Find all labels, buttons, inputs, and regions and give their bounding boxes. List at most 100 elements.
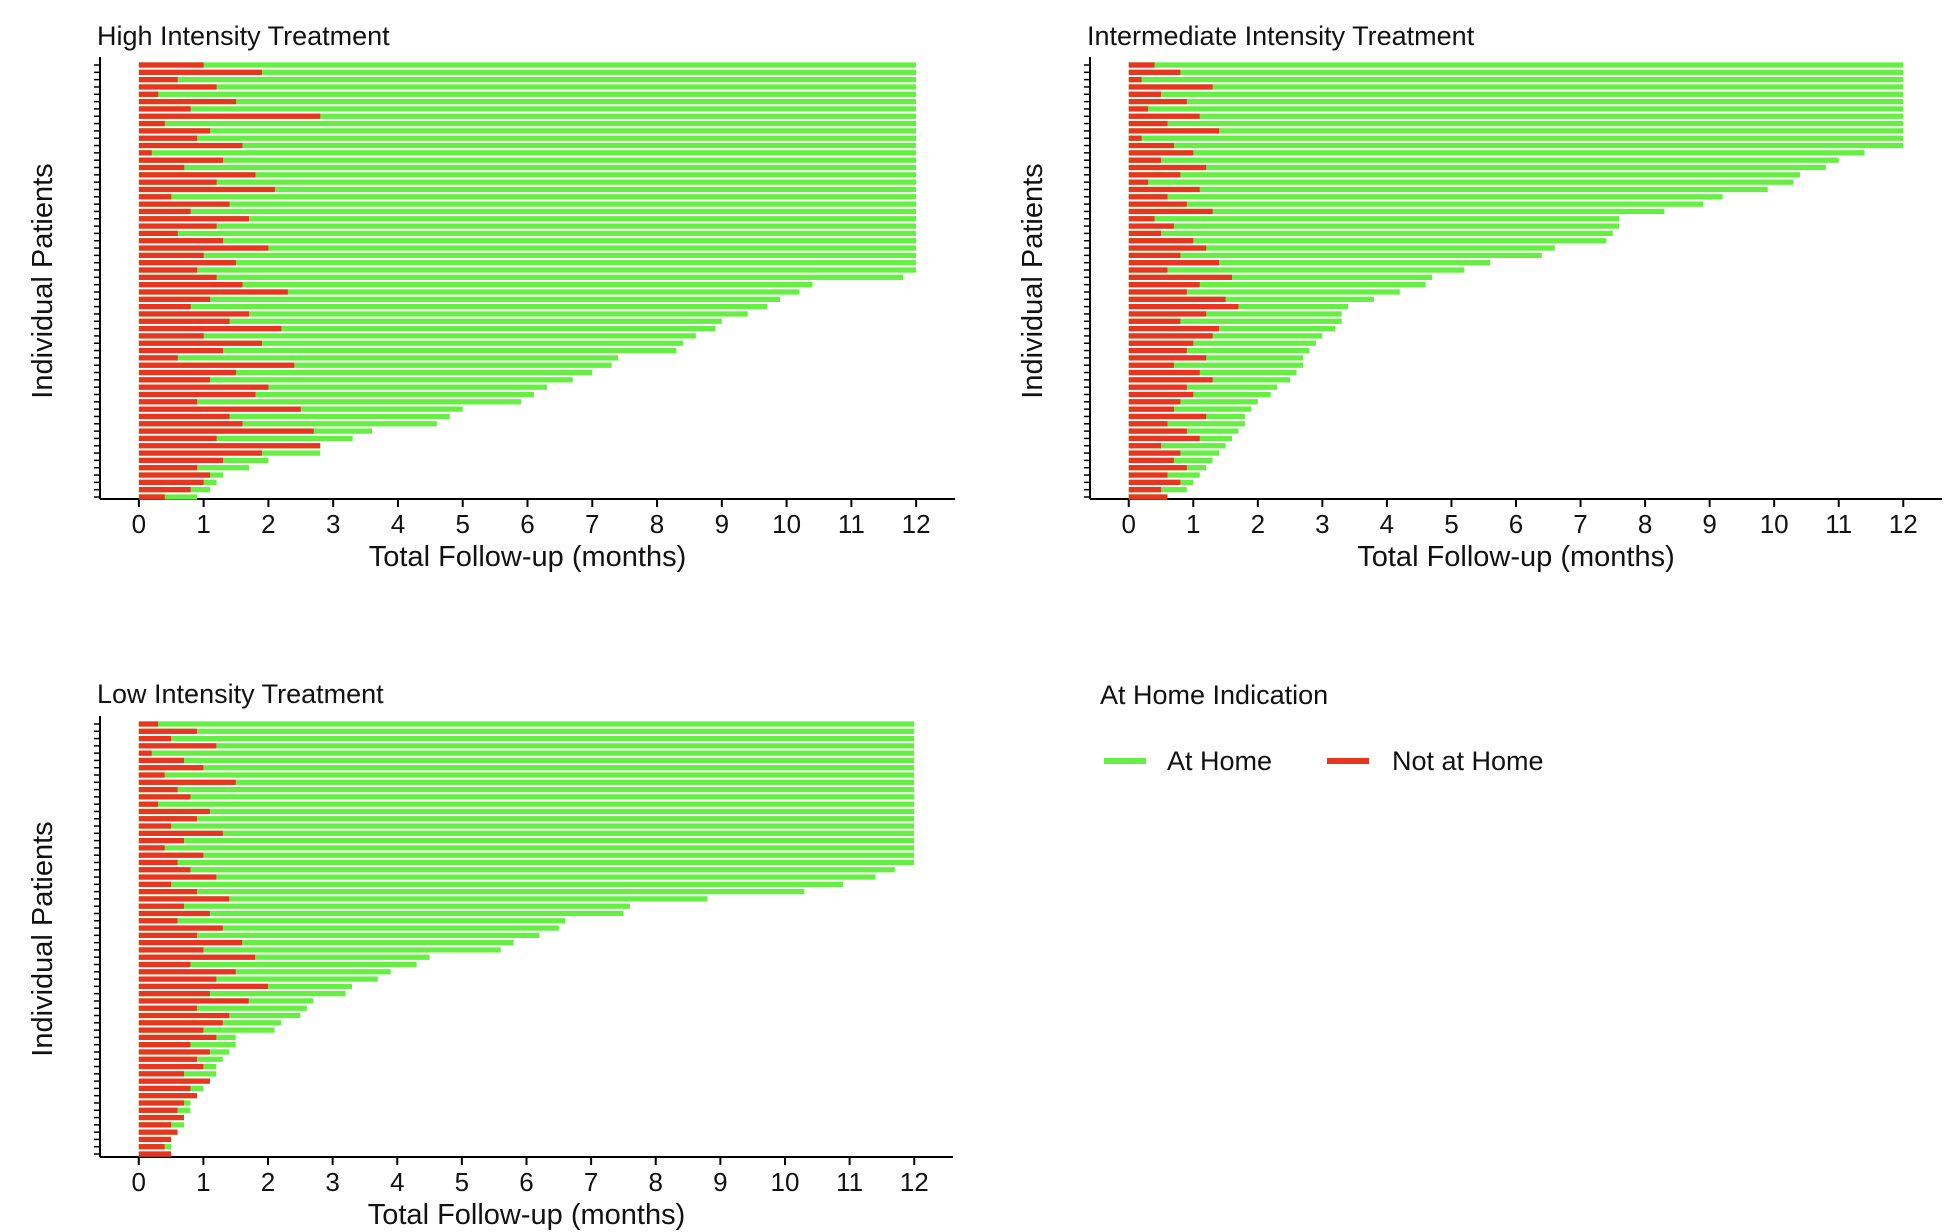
not-at-home-bar — [138, 1027, 204, 1033]
not-at-home-bar — [1128, 296, 1226, 302]
at-home-bar — [138, 735, 915, 742]
at-home-bar — [138, 932, 540, 938]
not-at-home-bar — [138, 721, 159, 727]
at-home-bar — [138, 128, 917, 134]
x-tick-label: 3 — [325, 1167, 339, 1197]
x-tick-label: 0 — [132, 509, 146, 539]
not-at-home-bar — [138, 62, 204, 68]
not-at-home-bar — [1128, 472, 1168, 478]
at-home-bar — [138, 98, 917, 105]
not-at-home-bar — [138, 377, 211, 383]
not-at-home-bar — [1128, 406, 1174, 412]
not-at-home-bar — [138, 113, 321, 119]
not-at-home-bar — [1128, 487, 1161, 493]
at-home-bar — [138, 837, 915, 844]
chart-title: High Intensity Treatment — [97, 21, 390, 51]
at-home-bar — [1128, 325, 1336, 332]
not-at-home-bar — [138, 779, 236, 785]
at-home-bar — [138, 142, 917, 149]
not-at-home-bar — [138, 896, 230, 902]
at-home-bar — [1128, 245, 1555, 251]
at-home-bar — [138, 238, 917, 244]
at-home-bar — [138, 435, 353, 442]
at-home-bar — [138, 179, 917, 185]
not-at-home-bar — [138, 157, 224, 163]
at-home-bar — [1128, 282, 1426, 288]
x-tick-label: 4 — [391, 509, 405, 539]
not-at-home-bar — [1128, 150, 1194, 156]
at-home-bar — [138, 157, 917, 163]
x-axis-label: Total Follow-up (months) — [1357, 541, 1675, 573]
at-home-bar — [1128, 289, 1400, 295]
not-at-home-bar — [1128, 238, 1194, 244]
not-at-home-bar — [1128, 443, 1161, 449]
not-at-home-bar — [1128, 106, 1149, 112]
at-home-bar — [138, 816, 915, 822]
not-at-home-bar — [138, 1049, 210, 1055]
not-at-home-bar — [138, 874, 217, 880]
not-at-home-bar — [138, 1056, 197, 1062]
at-home-bar — [1128, 391, 1271, 398]
at-home-bar — [138, 918, 566, 924]
not-at-home-bar — [138, 230, 178, 237]
not-at-home-bar — [1128, 435, 1200, 442]
x-tick-label: 9 — [1702, 509, 1716, 539]
not-at-home-bar — [138, 991, 210, 997]
at-home-bar — [138, 743, 915, 749]
not-at-home-bar — [138, 837, 185, 844]
at-home-bar — [138, 823, 915, 829]
at-home-bar — [138, 1027, 275, 1033]
at-home-bar — [138, 867, 895, 873]
not-at-home-bar — [138, 274, 217, 280]
not-at-home-bar — [138, 1085, 191, 1092]
not-at-home-bar — [1128, 413, 1207, 420]
not-at-home-bar — [1128, 179, 1149, 185]
not-at-home-bar — [1128, 135, 1142, 141]
at-home-bar — [1128, 113, 1904, 119]
at-home-bar — [1128, 216, 1620, 222]
not-at-home-bar — [138, 450, 262, 456]
not-at-home-bar — [138, 830, 223, 836]
at-home-bar — [1128, 260, 1491, 266]
x-tick-label: 3 — [1315, 509, 1329, 539]
at-home-bar — [1128, 296, 1374, 302]
not-at-home-bar — [138, 808, 210, 815]
at-home-bar — [138, 874, 876, 880]
at-home-bar — [1128, 194, 1723, 200]
at-home-bar — [138, 399, 522, 405]
not-at-home-bar — [1128, 399, 1181, 405]
at-home-bar — [138, 135, 917, 141]
not-at-home-bar — [1128, 128, 1220, 134]
not-at-home-bar — [1128, 186, 1200, 193]
at-home-bar — [1128, 399, 1258, 405]
at-home-bar — [138, 721, 915, 727]
not-at-home-bar — [1128, 120, 1168, 127]
at-home-bar — [138, 150, 917, 156]
not-at-home-bar — [138, 750, 152, 756]
not-at-home-bar — [138, 940, 243, 946]
not-at-home-bar — [1128, 355, 1207, 361]
not-at-home-bar — [138, 238, 224, 244]
x-tick-label: 9 — [715, 509, 729, 539]
at-home-bar — [138, 845, 915, 851]
x-tick-label: 11 — [1825, 509, 1852, 539]
at-home-bar — [1128, 106, 1904, 112]
not-at-home-bar — [1128, 223, 1174, 229]
not-at-home-bar — [138, 1122, 172, 1128]
at-home-bar — [138, 252, 917, 259]
at-home-bar — [138, 765, 915, 771]
x-tick-label: 2 — [1251, 509, 1265, 539]
at-home-bar — [138, 940, 514, 946]
not-at-home-bar — [1128, 230, 1161, 237]
x-axis-label: Total Follow-up (months) — [369, 541, 687, 573]
not-at-home-bar — [138, 325, 282, 332]
not-at-home-bar — [138, 801, 159, 807]
not-at-home-bar — [138, 223, 217, 229]
not-at-home-bar — [138, 347, 224, 354]
at-home-bar — [138, 91, 917, 97]
not-at-home-bar — [138, 479, 204, 485]
not-at-home-bar — [1128, 84, 1213, 90]
at-home-bar — [1128, 84, 1904, 90]
not-at-home-bar — [1128, 450, 1181, 456]
